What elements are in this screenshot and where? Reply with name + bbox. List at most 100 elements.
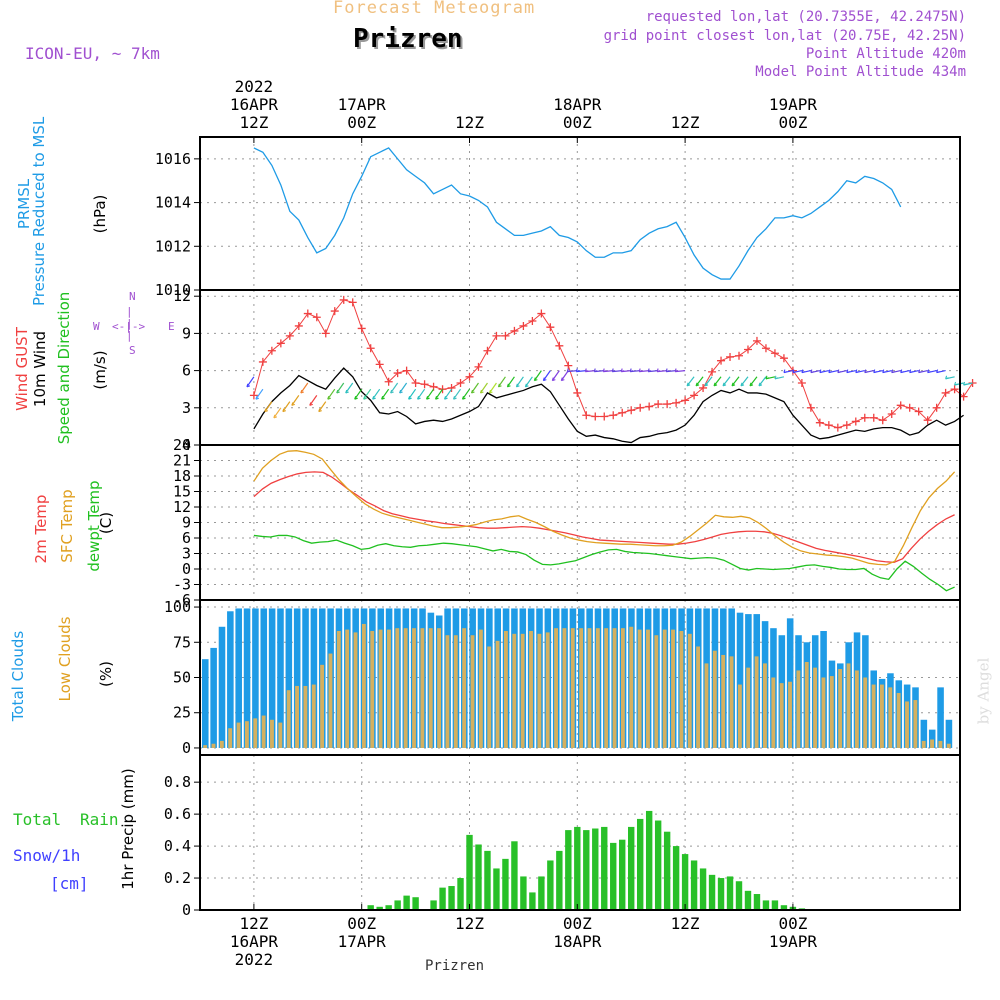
precip-rain-label: Rain xyxy=(80,810,119,829)
temperature-ytick-label: 9 xyxy=(182,514,191,532)
total-cloud-bar xyxy=(945,719,953,748)
wind-gust-marker xyxy=(564,361,573,370)
wind-direction-arrow xyxy=(542,370,551,381)
low-cloud-bar xyxy=(921,740,926,748)
time-label-bottom: 00Z xyxy=(778,914,807,933)
time-label-top: 2022 xyxy=(235,77,274,96)
rain-bar xyxy=(385,905,392,910)
low-cloud-bar xyxy=(520,633,525,748)
wind-gust-marker xyxy=(357,324,366,333)
wind-gust-marker xyxy=(402,366,411,375)
wind-direction-arrowhead xyxy=(318,408,322,413)
low-cloud-bar xyxy=(629,626,634,748)
wind-gust-marker xyxy=(887,410,896,418)
low-cloud-bar xyxy=(637,629,642,748)
wind-gust-marker xyxy=(330,307,339,316)
total-cloud-bar xyxy=(218,626,226,748)
wind-gust-marker xyxy=(366,344,375,353)
wind-direction-arrow xyxy=(479,382,488,394)
precip-snow-label: Snow/1h xyxy=(13,846,81,865)
low-cloud-bar xyxy=(370,631,375,748)
wind-gust-marker xyxy=(375,360,384,369)
low-cloud-bar xyxy=(913,700,918,748)
rain-bar xyxy=(475,844,482,910)
wind-direction-arrow xyxy=(453,388,462,400)
low-cloud-bar xyxy=(353,632,358,748)
wind-direction-arrowhead xyxy=(731,382,736,387)
wind-gust-marker xyxy=(941,388,950,397)
wind-direction-arrowhead xyxy=(674,368,679,373)
rain-bar xyxy=(681,854,689,910)
wind-gust-marker xyxy=(267,346,276,355)
low-cloud-bar xyxy=(880,684,884,748)
wind-direction-arrow xyxy=(506,376,515,388)
wind-gust-marker xyxy=(672,398,681,407)
time-label-top: 00Z xyxy=(778,113,807,132)
rain-bar xyxy=(502,858,509,910)
wind-direction-arrowhead xyxy=(765,375,770,380)
wind-gust-marker xyxy=(573,388,582,397)
wind-direction-arrowhead xyxy=(327,396,331,400)
low-cloud-bar xyxy=(295,685,299,748)
wind-gust-marker xyxy=(681,396,690,405)
low-cloud-bar xyxy=(854,670,859,748)
pressure-line xyxy=(253,147,902,280)
rain-bar xyxy=(493,868,500,910)
low-cloud-bar xyxy=(562,628,567,748)
wind-direction-arrowhead xyxy=(620,368,625,373)
wind-direction-arrow xyxy=(740,376,749,387)
rain-bar xyxy=(574,826,581,910)
wind-gust-marker xyxy=(312,313,321,322)
clouds-ytick-label: 75 xyxy=(173,633,191,651)
wind-direction-arrowhead xyxy=(363,396,367,400)
wind-direction-arrow xyxy=(533,370,542,381)
wind-gust-marker xyxy=(519,321,528,330)
wind-gust-marker xyxy=(752,336,761,345)
wind-direction-arrowhead xyxy=(488,389,493,394)
wind-direction-arrowhead xyxy=(399,389,403,394)
compass-n: N xyxy=(129,290,136,303)
wind-direction-arrowhead xyxy=(864,369,868,374)
low-cloud-bar xyxy=(495,640,500,748)
temperature-ytick-label: 0 xyxy=(182,560,191,578)
low-cloud-bar xyxy=(646,629,650,748)
wind-direction-arrow xyxy=(309,395,318,406)
rain-bar xyxy=(412,897,419,910)
low-cloud-bar xyxy=(595,628,600,748)
low-cloud-bar xyxy=(662,629,667,748)
low-cloud-bar xyxy=(387,629,391,748)
wind-direction-arrowhead xyxy=(282,408,287,413)
temperature-ytick-label: 6 xyxy=(182,529,191,547)
wind-direction-arrowhead xyxy=(602,368,607,373)
wind-direction-arrow xyxy=(399,382,408,394)
low-cloud-bar xyxy=(671,629,675,748)
low-cloud-bar xyxy=(888,687,893,748)
rain-bar xyxy=(511,841,518,910)
temperature-ytick-label: 3 xyxy=(182,545,191,563)
wind-direction-arrowhead xyxy=(255,396,260,400)
low-cloud-bar xyxy=(328,653,333,748)
wind-gust-marker xyxy=(321,329,330,338)
wind-direction-arrow xyxy=(686,376,695,387)
low-cloud-bar xyxy=(771,677,776,748)
wind-direction-arrowhead xyxy=(246,383,251,388)
wind-gust-marker xyxy=(618,408,627,417)
compass-w: W xyxy=(93,320,100,333)
wind-direction-arrowhead xyxy=(801,369,806,374)
rain-bar xyxy=(663,831,671,910)
temperature-ytick-label: -6 xyxy=(173,591,191,609)
rain-bar xyxy=(538,876,545,910)
wind-direction-arrowhead xyxy=(575,368,580,373)
wind-gust-marker xyxy=(636,403,645,412)
wind-gust-marker xyxy=(699,383,708,392)
temperature-ytick-label: 15 xyxy=(173,483,191,501)
low-cloud-bar xyxy=(228,728,233,748)
wind-direction-arrowhead xyxy=(918,369,922,374)
total-cloud-bar xyxy=(227,611,234,748)
temperature-ytick-label: 21 xyxy=(173,452,191,470)
wind-direction-arrow xyxy=(426,388,435,400)
wind-direction-arrow xyxy=(381,388,390,400)
wind-gust-marker xyxy=(609,411,618,420)
wind-direction-arrow xyxy=(246,376,255,388)
total-cloud-bar xyxy=(285,608,293,748)
